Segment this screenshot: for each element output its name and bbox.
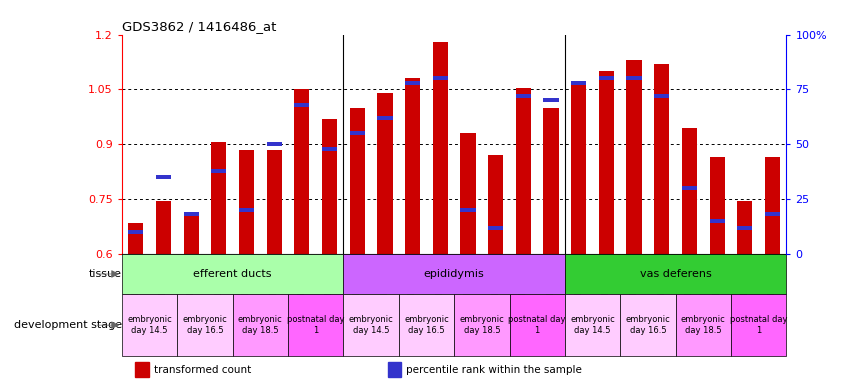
Text: development stage: development stage (13, 320, 122, 330)
Text: efferent ducts: efferent ducts (193, 269, 272, 279)
Bar (128, 223, 144, 254)
Text: tissue: tissue (89, 269, 122, 279)
Bar (156, 175, 171, 179)
Text: embryonic
day 18.5: embryonic day 18.5 (238, 315, 283, 335)
Text: postnatal day
1: postnatal day 1 (287, 315, 345, 335)
Text: embryonic
day 18.5: embryonic day 18.5 (681, 315, 726, 335)
Text: postnatal day
1: postnatal day 1 (730, 315, 787, 335)
Text: embryonic
day 16.5: embryonic day 16.5 (626, 315, 670, 335)
Bar (267, 150, 282, 254)
Bar (135, 362, 149, 377)
Text: vas deferens: vas deferens (640, 269, 711, 279)
Bar (388, 362, 401, 377)
Bar (710, 157, 725, 254)
Bar (405, 81, 420, 85)
Bar (294, 103, 309, 107)
Bar (122, 294, 177, 356)
Bar (183, 212, 198, 254)
Bar (710, 219, 725, 223)
Bar (211, 142, 226, 254)
Bar (654, 64, 669, 254)
Bar (543, 98, 558, 103)
Text: transformed count: transformed count (154, 364, 251, 374)
Bar (516, 94, 531, 98)
Bar (322, 147, 337, 151)
Bar (322, 119, 337, 254)
Bar (233, 294, 288, 356)
Text: postnatal day
1: postnatal day 1 (509, 315, 566, 335)
Text: percentile rank within the sample: percentile rank within the sample (406, 364, 582, 374)
Bar (510, 294, 565, 356)
Bar (516, 88, 531, 254)
Bar (599, 71, 614, 254)
Bar (682, 186, 697, 190)
Bar (405, 78, 420, 254)
Bar (128, 230, 144, 234)
Bar (156, 201, 171, 254)
Bar (543, 108, 558, 254)
Bar (571, 81, 586, 85)
Bar (350, 108, 365, 254)
Bar (565, 294, 620, 356)
Bar (571, 84, 586, 254)
Bar (675, 294, 731, 356)
Text: embryonic
day 14.5: embryonic day 14.5 (349, 315, 394, 335)
Bar (460, 208, 476, 212)
Bar (682, 128, 697, 254)
Bar (488, 225, 503, 230)
Bar (177, 294, 233, 356)
Bar (738, 201, 753, 254)
Bar (738, 225, 753, 230)
Bar (183, 212, 198, 217)
Bar (343, 254, 565, 294)
Bar (378, 93, 393, 254)
Text: embryonic
day 14.5: embryonic day 14.5 (570, 315, 615, 335)
Bar (764, 157, 780, 254)
Bar (239, 208, 254, 212)
Bar (731, 294, 786, 356)
Bar (211, 169, 226, 172)
Text: embryonic
day 16.5: embryonic day 16.5 (404, 315, 449, 335)
Bar (627, 60, 642, 254)
Bar (627, 76, 642, 80)
Bar (378, 116, 393, 120)
Text: GDS3862 / 1416486_at: GDS3862 / 1416486_at (122, 20, 277, 33)
Bar (267, 142, 282, 146)
Bar (432, 42, 448, 254)
Bar (764, 212, 780, 217)
Bar (621, 294, 675, 356)
Bar (294, 89, 309, 254)
Bar (654, 94, 669, 98)
Bar (239, 150, 254, 254)
Text: embryonic
day 18.5: embryonic day 18.5 (459, 315, 505, 335)
Bar (343, 294, 399, 356)
Bar (432, 76, 448, 80)
Bar (399, 294, 454, 356)
Bar (350, 131, 365, 135)
Text: embryonic
day 16.5: embryonic day 16.5 (182, 315, 227, 335)
Bar (288, 294, 343, 356)
Bar (599, 76, 614, 80)
Bar (122, 254, 343, 294)
Bar (454, 294, 510, 356)
Text: epididymis: epididymis (424, 269, 484, 279)
Text: embryonic
day 14.5: embryonic day 14.5 (127, 315, 172, 335)
Bar (565, 254, 786, 294)
Bar (460, 133, 476, 254)
Bar (488, 155, 503, 254)
